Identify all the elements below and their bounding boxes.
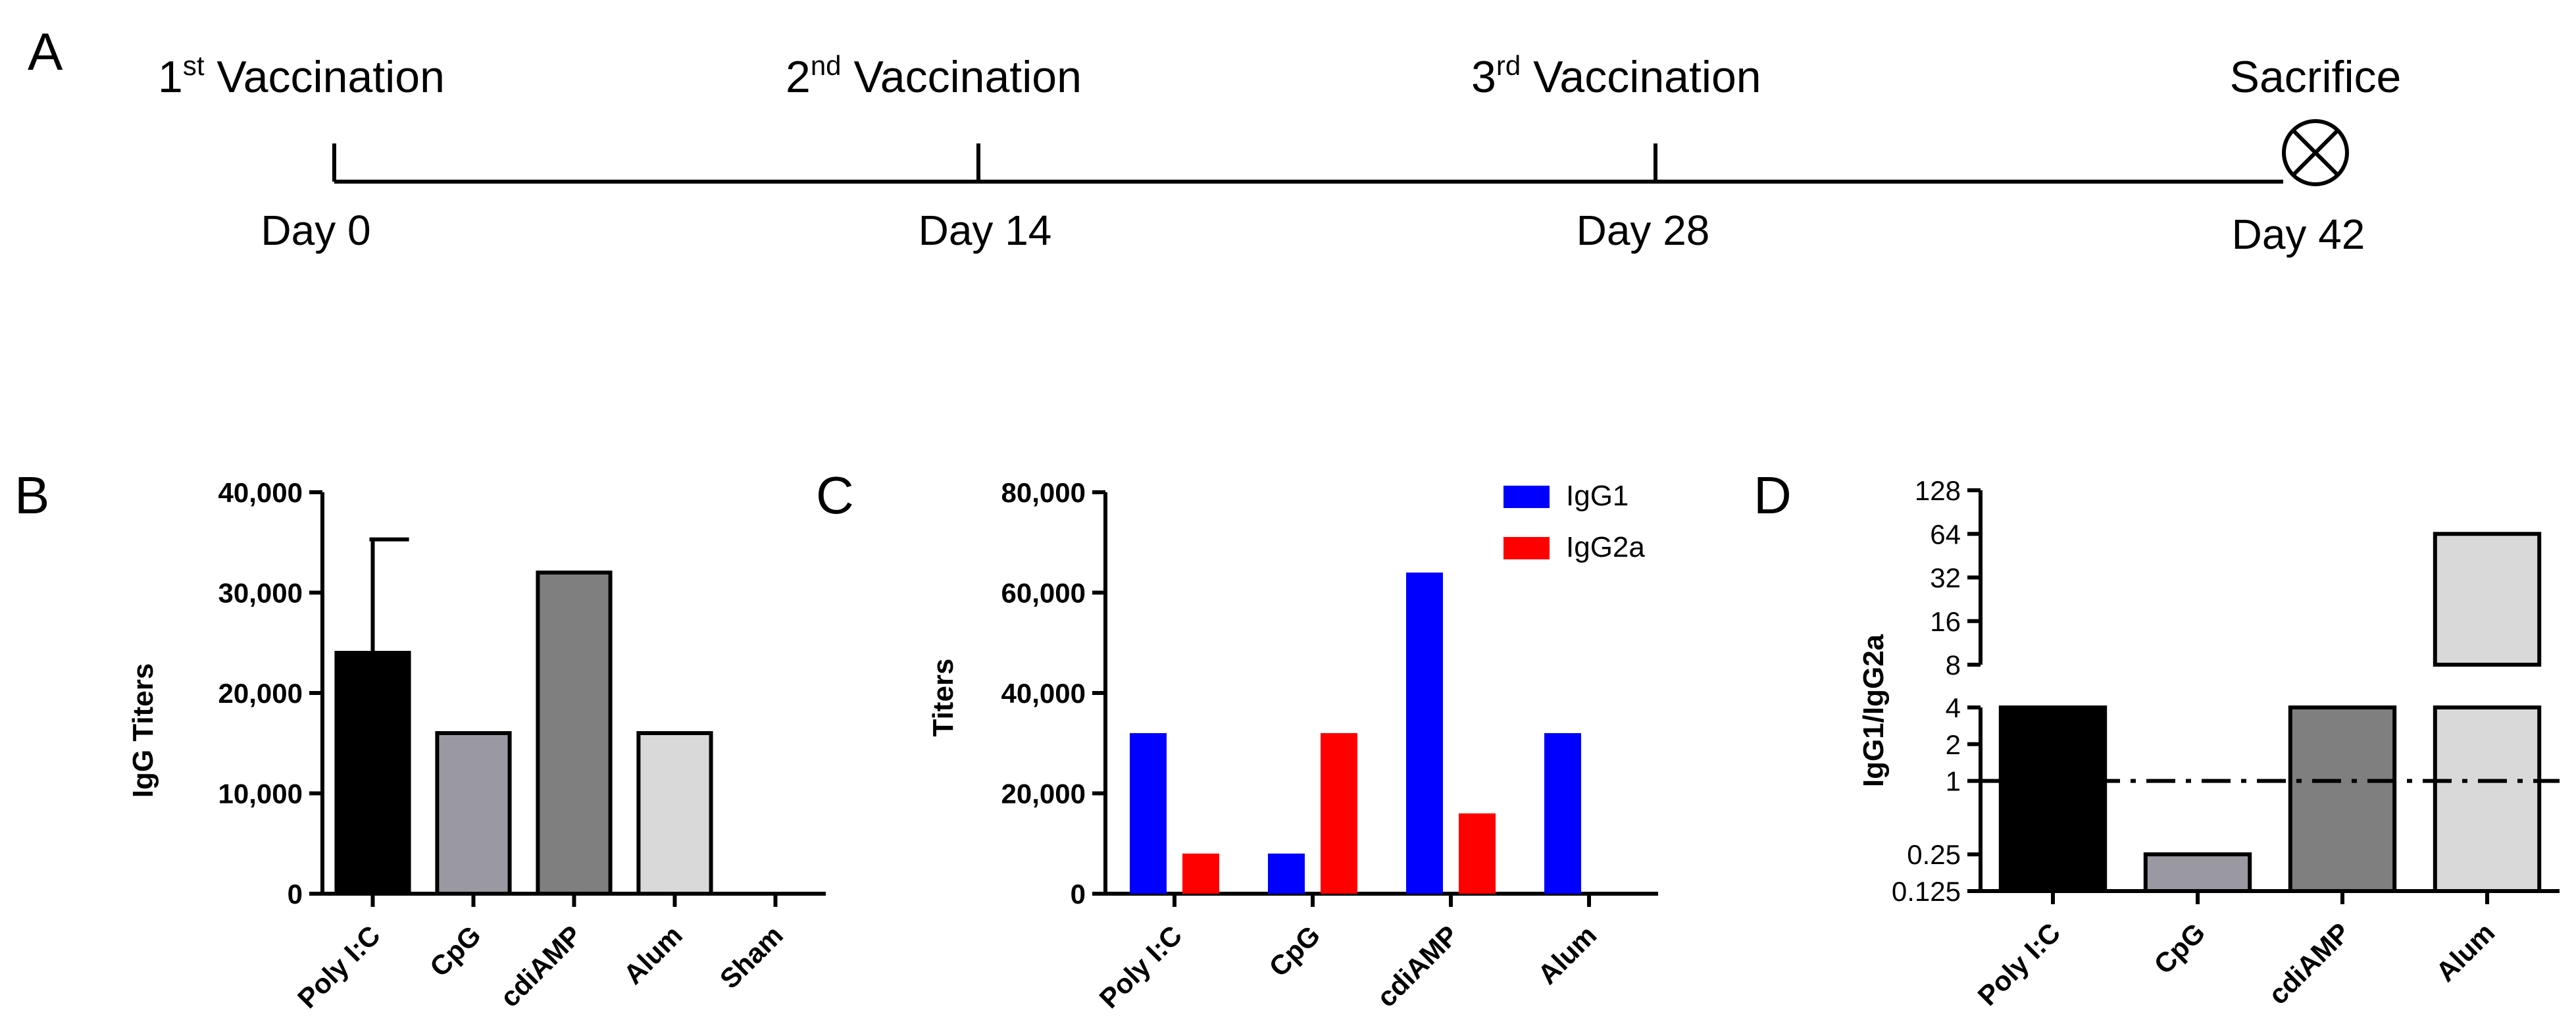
- y-tick-label: 80,000: [1001, 477, 1086, 508]
- bar-igg1: [1268, 854, 1305, 894]
- y-tick-label: 32: [1930, 563, 1961, 594]
- timeline-event-label: Sacrifice: [2230, 52, 2402, 102]
- y-tick-label: 0: [1071, 879, 1086, 909]
- x-tick-label: cdiAMP: [1371, 919, 1464, 1013]
- bar-igg1: [1130, 733, 1167, 894]
- timeline-day-label: Day 42: [2232, 211, 2365, 258]
- timeline-day-label: Day 28: [1577, 207, 1710, 254]
- x-tick-label: Poly I:C: [1972, 917, 2067, 1011]
- bar-igg1: [1406, 573, 1443, 894]
- bar: [1998, 705, 2108, 893]
- legend-label: IgG2a: [1566, 531, 1645, 563]
- bar-igg2a: [1182, 854, 1219, 894]
- y-tick-label: 16: [1930, 606, 1961, 637]
- y-tick-label: 0.125: [1892, 876, 1961, 907]
- x-tick-label: Poly I:C: [1094, 919, 1188, 1014]
- y-tick-label: 8: [1946, 650, 1961, 680]
- bar: [2143, 852, 2252, 893]
- y-tick-label: 30,000: [218, 578, 303, 609]
- x-tick-label: cdiAMP: [494, 919, 588, 1013]
- panel-a: A 1st Vaccination 2nd Vaccination 3rd Va…: [28, 22, 2401, 258]
- timeline-event-label: 3rd Vaccination: [1471, 50, 1761, 102]
- legend-swatch: [1503, 537, 1550, 559]
- x-tick-label: cdiAMP: [2262, 917, 2356, 1010]
- panel-d-letter: D: [1754, 466, 1792, 525]
- bar: [536, 571, 613, 896]
- legend-label: IgG1: [1566, 480, 1629, 512]
- x-tick-label: CpG: [424, 919, 487, 983]
- y-tick-label: 64: [1930, 519, 1961, 550]
- bar-upper: [2433, 532, 2542, 667]
- panel-c: C Titers 0 20,000 40,000 60,000 80,000 Poly I…: [816, 466, 1658, 1014]
- bar-igg2a: [1321, 733, 1357, 894]
- x-tick-label: CpG: [2148, 917, 2211, 980]
- y-tick-label: 60,000: [1001, 578, 1086, 609]
- x-tick-label: Poly I:C: [291, 919, 386, 1014]
- chart-d-plot: 0.125 0.25 1 2 4 8 16 32 64 128 Poly I:C CpG cdiAMP A…: [1892, 475, 2560, 1011]
- x-tick-label: CpG: [1263, 919, 1326, 983]
- chart-c-plot: 0 20,000 40,000 60,000 80,000 Poly I:C CpG cdiA…: [1001, 477, 1658, 1014]
- y-tick-label: 0.25: [1907, 839, 1961, 870]
- panel-d: D IgG1/IgG2a 0.125 0.25 1 2 4 8 16 32 64 128 Poly …: [1754, 466, 2560, 1011]
- y-tick-label: 10,000: [218, 779, 303, 809]
- circle-x-icon: [2282, 119, 2349, 186]
- y-axis-label: IgG1/IgG2a: [1857, 634, 1890, 787]
- timeline-day-label: Day 14: [919, 207, 1052, 254]
- timeline-day-label: Day 0: [261, 207, 370, 254]
- panel-c-letter: C: [816, 466, 854, 525]
- y-tick-label: 20,000: [218, 678, 303, 709]
- y-tick-label: 0: [288, 879, 303, 909]
- bar: [435, 731, 512, 896]
- x-tick-label: Alum: [2430, 917, 2500, 987]
- y-tick-label: 128: [1915, 475, 1961, 506]
- x-tick-label: Alum: [617, 919, 688, 990]
- panel-b-letter: B: [14, 466, 49, 525]
- bar: [2288, 705, 2397, 893]
- bar: [334, 651, 411, 896]
- bar: [636, 731, 713, 896]
- y-axis-label: IgG Titers: [127, 663, 159, 798]
- panel-b: B IgG Titers 0 10,000 20,000 30,000 40,000 Po…: [14, 466, 826, 1014]
- legend-swatch: [1503, 486, 1550, 508]
- bar-break-gap: [2432, 667, 2542, 705]
- y-tick-label: 1: [1946, 766, 1961, 797]
- y-tick-label: 2: [1946, 729, 1961, 760]
- x-tick-label: Alum: [1532, 919, 1602, 990]
- timeline-event-label: 2nd Vaccination: [786, 50, 1082, 102]
- chart-b-plot: 0 10,000 20,000 30,000 40,000 Poly I:C CpG cdiA…: [218, 477, 826, 1014]
- bar-igg2a: [1459, 813, 1496, 894]
- y-tick-label: 40,000: [1001, 678, 1086, 709]
- y-tick-label: 40,000: [218, 477, 303, 508]
- panel-a-letter: A: [28, 22, 63, 81]
- x-tick-label: Sham: [714, 919, 789, 994]
- timeline-event-label: 1st Vaccination: [158, 50, 445, 102]
- y-tick-label: 4: [1946, 692, 1961, 723]
- bar-lower: [2433, 705, 2542, 893]
- y-axis-label: Titers: [927, 658, 959, 736]
- y-tick-label: 20,000: [1001, 779, 1086, 809]
- bar-igg1: [1544, 733, 1581, 894]
